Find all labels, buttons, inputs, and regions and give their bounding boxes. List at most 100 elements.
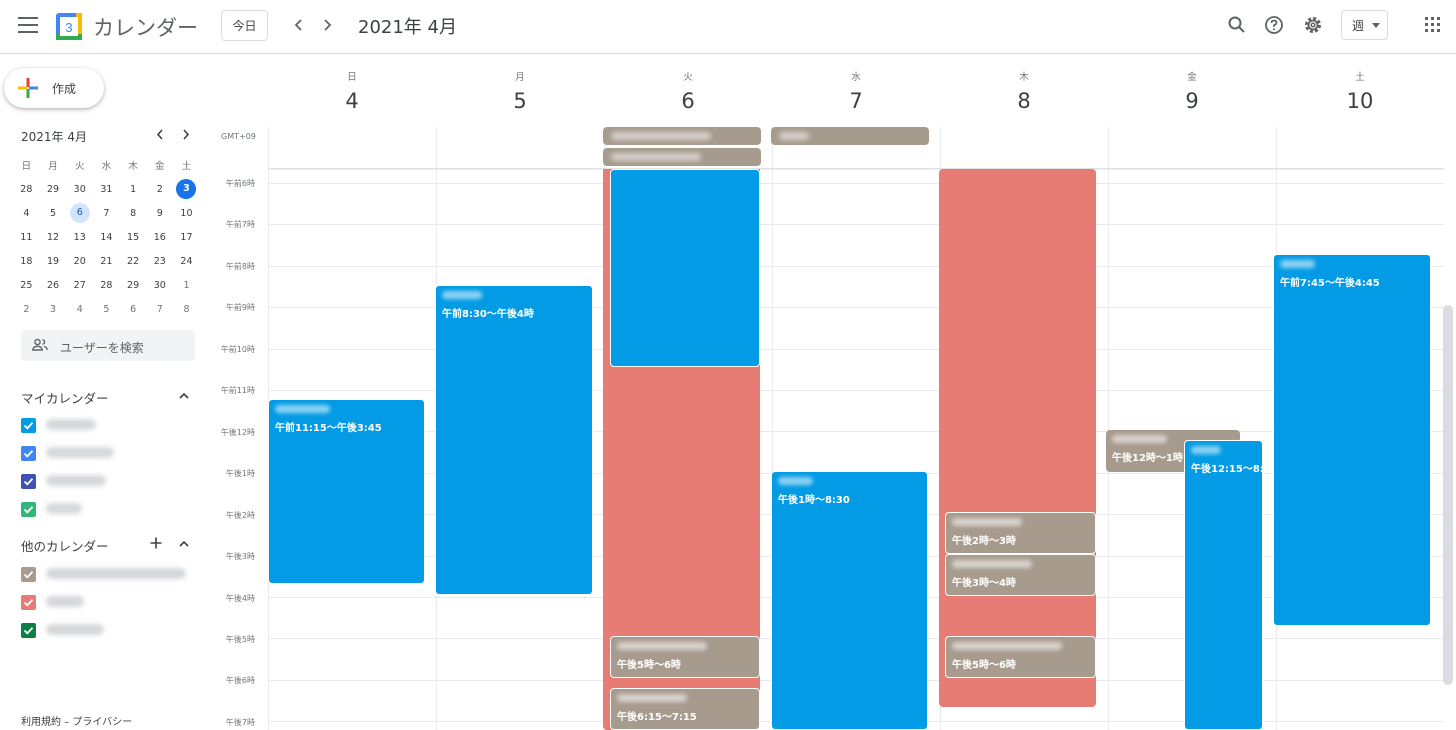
- checkbox-checked-icon[interactable]: [21, 418, 36, 433]
- mini-day[interactable]: 18: [20, 255, 33, 267]
- calendar-event[interactable]: [939, 169, 1096, 707]
- my-calendar-item[interactable]: [21, 501, 201, 519]
- plus-icon[interactable]: [149, 536, 163, 550]
- mini-day[interactable]: 4: [23, 207, 30, 219]
- day-number[interactable]: 6: [681, 89, 695, 113]
- apps-icon[interactable]: [1425, 17, 1441, 33]
- create-button[interactable]: 作成: [4, 68, 104, 108]
- mini-next-month-button[interactable]: [178, 126, 194, 144]
- checkbox-checked-icon[interactable]: [21, 567, 36, 582]
- day-number[interactable]: 5: [513, 89, 527, 113]
- mini-day[interactable]: 28: [20, 183, 33, 195]
- day-number[interactable]: 9: [1185, 89, 1199, 113]
- calendar-event[interactable]: [610, 169, 760, 367]
- today-button[interactable]: 今日: [221, 10, 268, 41]
- mini-day[interactable]: 31: [100, 183, 113, 195]
- view-selector[interactable]: 週: [1341, 10, 1388, 40]
- day-number[interactable]: 8: [1017, 89, 1031, 113]
- day-number[interactable]: 10: [1346, 89, 1374, 113]
- day-header-sun[interactable]: 日 4: [268, 55, 436, 127]
- week-scrollbar[interactable]: [1443, 305, 1453, 685]
- my-calendar-item[interactable]: [21, 445, 201, 463]
- mini-day[interactable]: 12: [46, 231, 60, 243]
- day-number[interactable]: 4: [345, 89, 359, 113]
- chevron-up-icon[interactable]: [177, 537, 191, 551]
- checkbox-checked-icon[interactable]: [21, 502, 36, 517]
- day-header-mon[interactable]: 月 5: [436, 55, 604, 127]
- mini-day[interactable]: 29: [127, 279, 140, 291]
- all-day-event[interactable]: [771, 127, 929, 145]
- mini-day[interactable]: 16: [153, 231, 166, 243]
- day-number[interactable]: 7: [849, 89, 863, 113]
- my-calendars-title[interactable]: マイカレンダー: [21, 391, 109, 406]
- help-icon[interactable]: [1263, 14, 1285, 36]
- day-header-thu[interactable]: 木 8: [940, 55, 1108, 127]
- search-icon[interactable]: [1226, 14, 1248, 36]
- mini-day[interactable]: 28: [100, 279, 113, 291]
- mini-day[interactable]: 29: [46, 183, 60, 195]
- mini-day[interactable]: 1: [130, 183, 137, 195]
- checkbox-checked-icon[interactable]: [21, 474, 36, 489]
- calendar-event[interactable]: 午前7:45～午後4:45: [1273, 254, 1431, 626]
- search-users-input[interactable]: ユーザーを検索: [21, 330, 195, 361]
- all-day-event[interactable]: [603, 148, 761, 166]
- mini-day[interactable]: 5: [50, 207, 57, 219]
- calendar-event[interactable]: 午後6:15～7:15: [610, 688, 760, 730]
- mini-day[interactable]: 20: [73, 255, 86, 267]
- footer-links[interactable]: 利用規約 – プライバシー: [21, 717, 133, 728]
- other-calendars-title[interactable]: 他のカレンダー: [21, 539, 109, 554]
- mini-day[interactable]: 17: [180, 231, 193, 243]
- mini-day[interactable]: 6: [130, 303, 137, 315]
- mini-day[interactable]: 26: [46, 279, 60, 291]
- mini-day[interactable]: 30: [73, 183, 86, 195]
- mini-day[interactable]: 14: [100, 231, 113, 243]
- other-calendar-item[interactable]: [21, 566, 201, 584]
- prev-week-button[interactable]: [288, 14, 310, 36]
- mini-day[interactable]: 1: [183, 279, 190, 291]
- all-day-event[interactable]: [603, 127, 761, 145]
- day-header-wed[interactable]: 水 7: [772, 55, 940, 127]
- mini-day[interactable]: 3: [50, 303, 57, 315]
- calendar-logo-icon[interactable]: 3: [55, 11, 83, 41]
- mini-day[interactable]: 11: [20, 231, 33, 243]
- mini-day-today[interactable]: 3: [173, 179, 200, 199]
- settings-icon[interactable]: [1302, 14, 1324, 36]
- mini-day[interactable]: 23: [153, 255, 166, 267]
- mini-prev-month-button[interactable]: [152, 126, 168, 144]
- other-calendar-item[interactable]: [21, 622, 201, 640]
- mini-day[interactable]: 2: [156, 183, 163, 195]
- calendar-event[interactable]: 午後3時～4時: [945, 554, 1096, 596]
- mini-day[interactable]: 15: [127, 231, 140, 243]
- my-calendar-item[interactable]: [21, 417, 201, 435]
- calendar-event[interactable]: 午後2時～3時: [945, 512, 1096, 554]
- day-header-tue[interactable]: 火 6: [604, 55, 772, 127]
- mini-day[interactable]: 4: [76, 303, 83, 315]
- mini-day[interactable]: 30: [153, 279, 166, 291]
- checkbox-checked-icon[interactable]: [21, 446, 36, 461]
- mini-day[interactable]: 7: [156, 303, 163, 315]
- next-week-button[interactable]: [316, 14, 338, 36]
- mini-day-selected[interactable]: 6: [66, 203, 93, 223]
- mini-day[interactable]: 2: [23, 303, 30, 315]
- calendar-event[interactable]: 午後1時～8:30: [771, 471, 928, 730]
- mini-day[interactable]: 5: [103, 303, 110, 315]
- calendar-event[interactable]: 午前11:15～午後3:45: [268, 399, 425, 584]
- calendar-event[interactable]: 午後5時～6時: [610, 636, 760, 678]
- menu-icon[interactable]: [18, 17, 38, 33]
- other-calendar-item[interactable]: [21, 594, 201, 612]
- calendar-event[interactable]: 午後12:15～8:3: [1184, 440, 1263, 730]
- day-header-fri[interactable]: 金 9: [1108, 55, 1276, 127]
- checkbox-checked-icon[interactable]: [21, 623, 36, 638]
- calendar-event[interactable]: 午前8:30～午後4時: [435, 285, 593, 595]
- checkbox-checked-icon[interactable]: [21, 595, 36, 610]
- mini-day[interactable]: 24: [180, 255, 193, 267]
- mini-day[interactable]: 13: [73, 231, 86, 243]
- calendar-event[interactable]: 午後5時～6時: [945, 636, 1096, 678]
- chevron-up-icon[interactable]: [177, 389, 191, 403]
- mini-day[interactable]: 21: [100, 255, 113, 267]
- mini-day[interactable]: 9: [156, 207, 163, 219]
- day-header-sat[interactable]: 土 10: [1276, 55, 1444, 127]
- mini-day[interactable]: 25: [20, 279, 33, 291]
- mini-day[interactable]: 10: [180, 207, 193, 219]
- mini-day[interactable]: 27: [73, 279, 86, 291]
